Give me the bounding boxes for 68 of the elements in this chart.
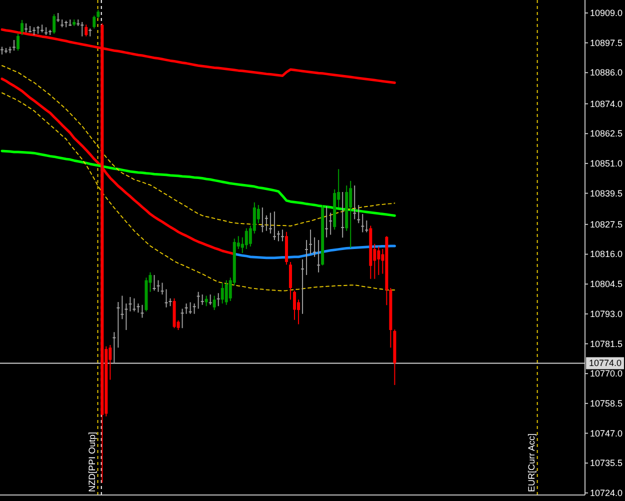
candlestick: [160, 282, 164, 294]
candlestick: [32, 27, 36, 36]
candlestick: [196, 292, 200, 309]
candlestick: [164, 289, 168, 308]
candlestick: [272, 211, 276, 240]
candlestick: [0, 46, 4, 54]
ref-line-label: 10774.0: [589, 358, 622, 368]
y-tick-label: 10735.5: [590, 458, 623, 468]
candlestick: [276, 230, 280, 242]
y-tick-label: 10724.0: [590, 488, 623, 498]
candlestick: [128, 297, 132, 312]
candlestick: [313, 237, 316, 257]
candlestick: [341, 192, 344, 238]
candlestick: [124, 304, 128, 330]
candlestick: [200, 294, 204, 305]
y-tick-label: 10886.0: [590, 68, 623, 78]
candlestick: [305, 240, 308, 275]
candlestick: [136, 304, 140, 313]
candlestick: [44, 27, 48, 36]
y-tick-label: 10793.0: [590, 308, 623, 319]
line-series: [0, 150, 396, 217]
candlestick: [156, 280, 160, 292]
y-tick-label: 10781.5: [590, 338, 623, 349]
candlestick: [264, 215, 268, 231]
candlestick: [361, 214, 364, 232]
candlestick: [56, 12, 60, 22]
candlestick: [260, 208, 264, 232]
candlestick: [184, 304, 188, 314]
y-tick-label: 10862.5: [590, 128, 623, 139]
y-tick-label: 10758.5: [590, 398, 623, 408]
candlestick: [309, 230, 312, 254]
annotation: EUR[Curr Acc]: [526, 433, 536, 492]
y-tick-label: 10827.5: [590, 219, 623, 230]
y-tick-label: 10816.0: [590, 249, 623, 260]
candlestick: [268, 212, 272, 234]
y-tick-label: 10874.0: [590, 98, 623, 109]
y-tick-label: 10839.5: [590, 188, 623, 198]
candlestick: [317, 240, 320, 272]
candlestick: [216, 293, 220, 306]
candlestick: [40, 24, 44, 32]
candlestick: [88, 28, 92, 36]
y-tick-label: 10770.0: [590, 368, 623, 379]
candlestick: [301, 259, 304, 314]
candlestick: [132, 298, 136, 312]
candlestick: [120, 296, 124, 320]
candlestick: [353, 185, 356, 220]
candlestick: [152, 275, 156, 291]
candlestick: [280, 230, 284, 242]
candlestick: [365, 220, 368, 232]
y-tick-label: 10897.5: [590, 38, 623, 48]
candlestick: [140, 304, 144, 318]
candlestick: [24, 23, 28, 32]
candlestick: [357, 204, 360, 224]
candlestick: [208, 294, 212, 305]
y-tick-label: 10909.0: [590, 8, 623, 18]
candlestick: [192, 304, 196, 314]
candlestick: [329, 212, 332, 235]
candlestick: [188, 302, 192, 314]
candlestick: [80, 22, 84, 36]
candlestick: [12, 40, 16, 51]
candlestick: [112, 332, 116, 364]
annotation: NZD[PPI Outp]: [86, 432, 97, 492]
candlestick: [116, 302, 120, 348]
y-tick-label: 10851.0: [590, 158, 623, 168]
y-tick-label: 10747.0: [590, 428, 623, 438]
candlestick: [325, 206, 328, 238]
candlestick: [180, 308, 184, 328]
y-tick-label: 10804.5: [590, 279, 623, 290]
